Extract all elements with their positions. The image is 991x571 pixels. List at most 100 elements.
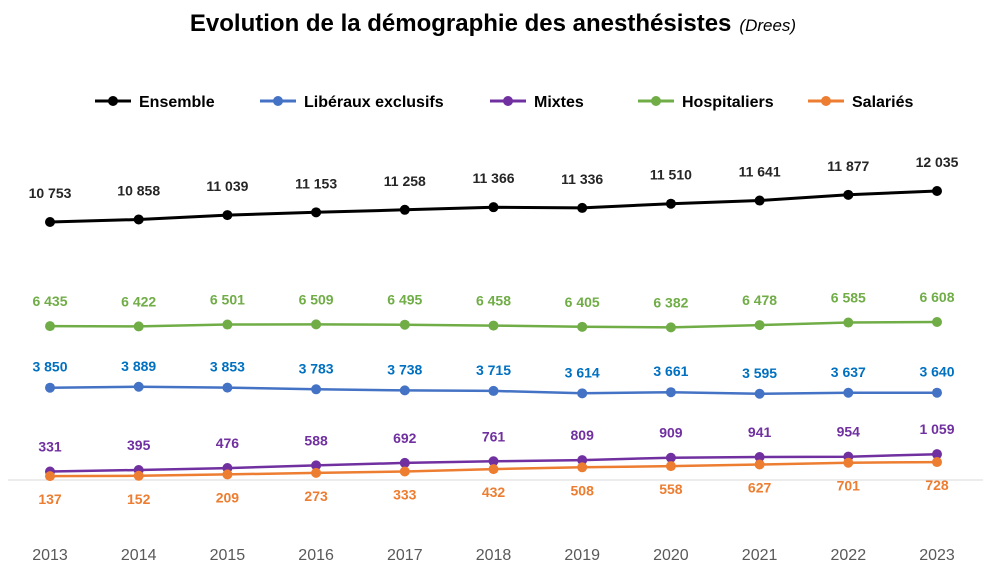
data-label: 6 501: [210, 292, 245, 308]
legend-label: Ensemble: [139, 94, 215, 111]
data-point: [399, 319, 410, 330]
data-label: 3 853: [210, 359, 245, 375]
data-label: 3 850: [32, 359, 67, 375]
data-point: [577, 455, 588, 466]
x-tick-label: 2014: [121, 547, 157, 564]
x-tick-label: 2015: [210, 547, 246, 564]
legend-item-liberaux-exclusifs: Libéraux exclusifs: [260, 94, 444, 111]
series-mixtes: 331 395 476 588 692 761 809 909 941 954 1 059: [38, 421, 955, 477]
data-point: [932, 317, 942, 327]
data-label: 10 858: [117, 182, 160, 198]
legend-marker: [503, 96, 513, 106]
data-label: 209: [216, 489, 240, 505]
data-label: 11 153: [295, 175, 337, 191]
chart-title-source: (Drees): [739, 16, 796, 35]
data-label: 761: [482, 428, 506, 444]
x-tick-label: 2021: [742, 547, 778, 564]
chart-title: Evolution de la démographie des anesthés…: [190, 10, 796, 37]
legend-label: Libéraux exclusifs: [304, 94, 444, 111]
legend-item-ensemble: Ensemble: [95, 94, 215, 111]
data-label: 588: [304, 432, 328, 448]
data-label: 909: [659, 425, 683, 441]
data-label: 6 458: [476, 293, 511, 309]
data-point: [843, 457, 854, 468]
data-label: 1 059: [919, 421, 954, 437]
data-point: [843, 189, 854, 200]
data-label: 331: [38, 439, 62, 455]
data-label: 11 336: [561, 171, 603, 187]
x-tick-label: 2013: [32, 547, 68, 564]
data-label: 432: [482, 484, 506, 500]
data-label: 3 661: [653, 363, 688, 379]
data-point: [577, 462, 588, 473]
data-point: [932, 387, 942, 398]
x-axis-ticks: 2013 2014 2015 2016 2017 2018 2019 2020 2021 2022…: [32, 547, 955, 564]
data-label: 627: [748, 479, 772, 495]
x-tick-label: 2020: [653, 547, 689, 564]
data-label: 11 258: [384, 173, 426, 189]
data-label: 508: [571, 482, 595, 498]
data-label: 6 585: [831, 290, 866, 306]
data-label: 6 608: [919, 289, 954, 305]
data-point: [311, 207, 322, 218]
x-tick-label: 2019: [564, 547, 600, 564]
series-salaries: 137 152 209 273 333 432 508 558 627 701 728: [38, 457, 949, 507]
data-point: [133, 214, 144, 225]
legend-label: Salariés: [852, 94, 913, 111]
x-tick-label: 2016: [298, 547, 334, 564]
data-point: [311, 384, 322, 395]
data-point: [488, 456, 499, 467]
x-tick-label: 2018: [476, 547, 512, 564]
data-point: [577, 321, 588, 332]
chart-title-main: Evolution de la démographie des anesthés…: [190, 10, 732, 37]
data-point: [45, 321, 55, 332]
data-label: 3 637: [831, 364, 866, 380]
data-point: [222, 210, 233, 221]
legend: Ensemble Libéraux exclusifs Mixtes Hospital…: [95, 94, 913, 111]
legend-label: Mixtes: [534, 94, 584, 111]
data-label: 941: [748, 424, 772, 440]
data-label: 3 640: [919, 364, 954, 380]
data-point: [222, 382, 233, 393]
data-point: [399, 457, 410, 468]
data-point: [488, 464, 499, 475]
data-label: 6 382: [653, 294, 688, 310]
data-point: [932, 186, 942, 196]
data-point: [754, 195, 765, 206]
data-point: [399, 385, 410, 396]
data-label: 6 435: [32, 293, 67, 309]
data-label: 11 641: [739, 164, 781, 180]
data-label: 701: [837, 478, 861, 494]
data-label: 3 715: [476, 362, 511, 378]
legend-marker: [273, 96, 283, 106]
data-label: 11 510: [650, 167, 692, 183]
data-label: 11 039: [206, 178, 248, 194]
series-group: 10 753 10 858 11 039 11 153 11 258 11 366 11 3…: [29, 154, 959, 507]
data-point: [399, 204, 410, 215]
data-label: 6 509: [299, 291, 334, 307]
data-point: [754, 388, 765, 399]
data-label: 6 495: [387, 292, 422, 308]
data-point: [488, 320, 499, 331]
data-label: 10 753: [29, 185, 72, 201]
data-label: 809: [571, 427, 595, 443]
data-label: 3 738: [387, 361, 422, 377]
data-point: [222, 319, 233, 330]
data-label: 6 422: [121, 293, 156, 309]
data-point: [577, 202, 588, 213]
data-point: [488, 385, 499, 396]
data-point: [932, 449, 942, 460]
data-label: 476: [216, 435, 240, 451]
data-point: [133, 470, 144, 481]
data-point: [45, 217, 55, 227]
data-label: 3 783: [299, 360, 334, 376]
x-tick-label: 2022: [831, 547, 867, 564]
legend-item-salaries: Salariés: [808, 94, 913, 111]
legend-marker: [108, 96, 118, 106]
data-label: 3 614: [565, 364, 600, 380]
series-ensemble: 10 753 10 858 11 039 11 153 11 258 11 366 11 3…: [29, 154, 959, 227]
data-label: 152: [127, 491, 151, 507]
data-label: 3 889: [121, 358, 156, 374]
legend-item-hospitaliers: Hospitaliers: [638, 94, 774, 111]
